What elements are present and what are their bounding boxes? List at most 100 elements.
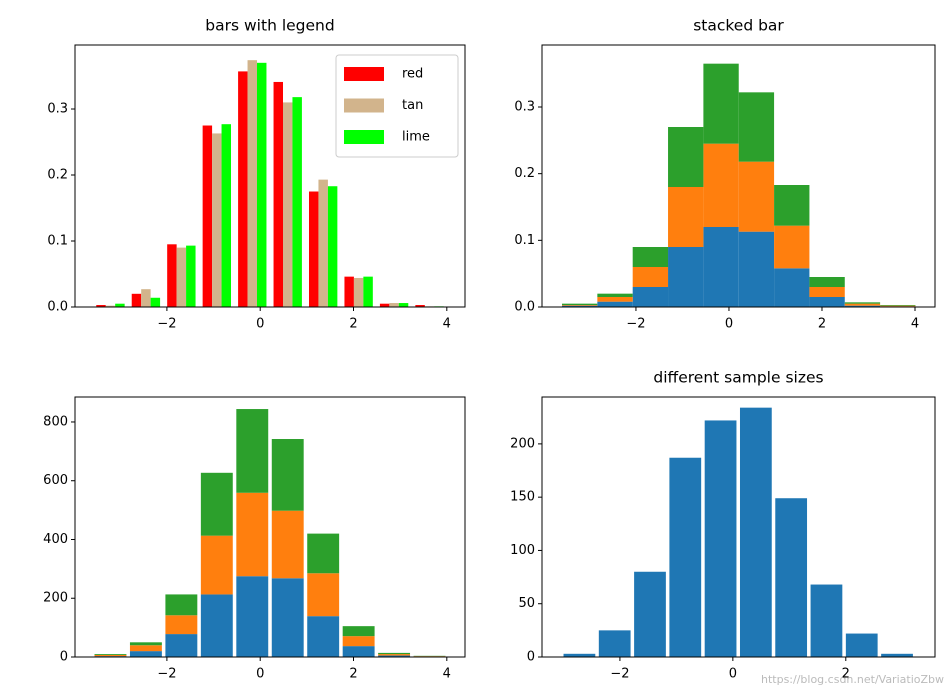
y-tick-label: 0.2 — [514, 166, 535, 181]
bar — [632, 247, 669, 267]
x-tick-label: −2 — [157, 317, 176, 332]
x-tick-label: −2 — [157, 667, 176, 682]
bar — [353, 277, 364, 307]
bar — [379, 303, 390, 307]
legend-swatch — [344, 67, 384, 81]
bar — [247, 60, 257, 308]
bar — [774, 268, 810, 307]
y-tick-label: 0 — [60, 650, 68, 665]
bar — [94, 654, 127, 655]
bar — [598, 630, 631, 657]
bar — [563, 653, 596, 657]
bar — [881, 653, 913, 657]
y-tick-label: 400 — [43, 532, 68, 547]
bar — [236, 492, 269, 577]
bar — [774, 225, 810, 269]
y-tick-label: 0 — [527, 650, 535, 665]
y-tick-label: 50 — [518, 596, 535, 611]
legend-swatch — [344, 98, 384, 113]
bar — [165, 634, 198, 657]
bar — [221, 124, 231, 307]
bar — [669, 457, 702, 657]
bar — [271, 510, 304, 579]
bar — [845, 633, 878, 657]
bar — [809, 287, 845, 297]
bar — [129, 642, 162, 646]
bar — [668, 187, 704, 247]
bar — [378, 652, 411, 655]
bar — [283, 102, 293, 307]
bar — [668, 247, 704, 307]
bar — [844, 303, 881, 306]
bar — [307, 573, 340, 617]
bar — [739, 407, 772, 657]
bar — [200, 535, 233, 595]
x-tick-label: −2 — [626, 317, 645, 332]
bar — [389, 303, 399, 307]
x-tick-label: 0 — [725, 317, 733, 332]
bar — [597, 293, 633, 297]
axes-frame — [74, 396, 466, 658]
bar — [775, 498, 808, 657]
bar — [363, 276, 373, 307]
bar — [738, 231, 775, 307]
bar — [176, 247, 187, 307]
watermark: https://blog.csdn.net/VariatioZbw — [761, 673, 944, 686]
y-tick-label: 600 — [43, 473, 68, 488]
bar — [186, 245, 196, 307]
bar — [167, 244, 177, 307]
bar — [415, 305, 425, 307]
axes-frame — [74, 44, 466, 308]
bar — [238, 71, 248, 308]
y-tick-label: 0.1 — [47, 234, 68, 249]
bar — [342, 626, 375, 637]
bar — [292, 97, 302, 307]
bar — [200, 472, 233, 536]
axes-frame — [541, 44, 936, 308]
bar — [318, 179, 328, 307]
bar — [561, 305, 598, 307]
x-tick-label: −2 — [610, 667, 629, 682]
bar — [342, 646, 375, 657]
bar — [96, 305, 106, 307]
bar — [668, 127, 704, 187]
bar — [809, 297, 845, 307]
x-tick-label: 4 — [443, 317, 451, 332]
bar — [378, 654, 411, 656]
bar — [309, 191, 319, 307]
y-tick-label: 150 — [510, 490, 535, 505]
bar — [880, 305, 916, 306]
y-tick-label: 0.3 — [47, 102, 68, 117]
bar — [398, 303, 409, 307]
bar — [141, 289, 151, 307]
bar — [273, 81, 283, 307]
bar — [704, 420, 737, 657]
bar — [738, 92, 775, 162]
legend-label: tan — [402, 98, 423, 113]
bar — [378, 655, 411, 657]
bar — [738, 161, 775, 232]
bar — [212, 133, 222, 307]
chart-title: stacked bar — [693, 17, 784, 35]
bar — [236, 576, 269, 657]
bar — [129, 651, 162, 657]
bar — [597, 297, 633, 302]
bar — [271, 439, 304, 511]
y-tick-label: 800 — [43, 414, 68, 429]
x-tick-label: 0 — [256, 317, 264, 332]
bar — [844, 305, 881, 307]
x-tick-label: 2 — [349, 667, 357, 682]
legend-swatch — [344, 130, 384, 144]
legend-label: red — [402, 67, 423, 82]
bar — [129, 645, 162, 652]
bar — [634, 571, 666, 657]
x-tick-label: 4 — [911, 317, 919, 332]
bar — [632, 267, 669, 287]
x-tick-label: 2 — [818, 317, 826, 332]
bar — [165, 615, 198, 635]
y-tick-label: 0.1 — [514, 233, 535, 248]
bar — [200, 594, 233, 657]
bar — [703, 227, 739, 307]
x-tick-label: 0 — [729, 667, 737, 682]
